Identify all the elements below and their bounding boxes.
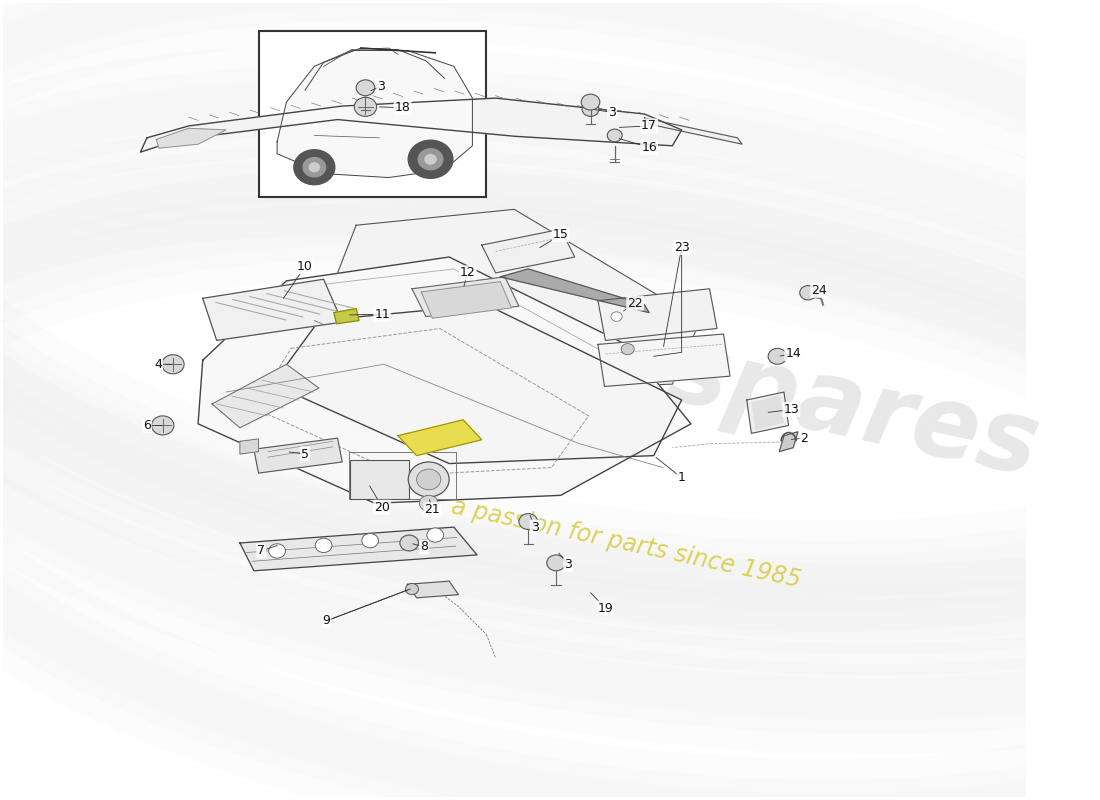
Polygon shape bbox=[240, 439, 258, 454]
Text: 3: 3 bbox=[608, 106, 616, 119]
Circle shape bbox=[304, 158, 326, 177]
Polygon shape bbox=[273, 305, 682, 463]
Text: 24: 24 bbox=[812, 284, 827, 297]
Circle shape bbox=[362, 534, 378, 548]
Text: 19: 19 bbox=[597, 602, 614, 614]
Polygon shape bbox=[598, 334, 730, 386]
Polygon shape bbox=[212, 364, 319, 428]
Polygon shape bbox=[779, 432, 798, 452]
Circle shape bbox=[294, 150, 334, 185]
Text: 11: 11 bbox=[374, 308, 390, 321]
Text: 3: 3 bbox=[377, 80, 385, 93]
Circle shape bbox=[354, 98, 376, 116]
Text: 1: 1 bbox=[678, 471, 685, 484]
Polygon shape bbox=[421, 282, 512, 318]
Bar bbox=[349, 452, 455, 499]
Text: 20: 20 bbox=[374, 501, 390, 514]
Circle shape bbox=[547, 555, 565, 571]
Polygon shape bbox=[277, 50, 472, 178]
Circle shape bbox=[610, 312, 623, 322]
Circle shape bbox=[800, 286, 816, 300]
Text: 23: 23 bbox=[674, 241, 690, 254]
FancyBboxPatch shape bbox=[350, 459, 409, 498]
Circle shape bbox=[408, 140, 453, 178]
Text: 10: 10 bbox=[297, 260, 313, 273]
Polygon shape bbox=[412, 277, 519, 317]
Polygon shape bbox=[141, 98, 682, 152]
Text: 22: 22 bbox=[627, 297, 644, 310]
Text: 15: 15 bbox=[553, 228, 569, 242]
Text: 5: 5 bbox=[301, 447, 309, 461]
Text: 3: 3 bbox=[564, 558, 572, 571]
Circle shape bbox=[427, 528, 443, 542]
Polygon shape bbox=[645, 118, 742, 144]
Text: 3: 3 bbox=[531, 521, 539, 534]
Circle shape bbox=[418, 149, 443, 170]
Polygon shape bbox=[598, 289, 717, 341]
Circle shape bbox=[162, 354, 184, 374]
Circle shape bbox=[519, 514, 538, 530]
Text: 18: 18 bbox=[395, 101, 410, 114]
Circle shape bbox=[400, 535, 418, 551]
Polygon shape bbox=[500, 269, 649, 313]
Polygon shape bbox=[319, 210, 701, 392]
Polygon shape bbox=[333, 309, 359, 324]
Polygon shape bbox=[407, 581, 459, 598]
Text: 7: 7 bbox=[257, 545, 265, 558]
Polygon shape bbox=[254, 438, 342, 473]
Circle shape bbox=[607, 129, 623, 142]
Circle shape bbox=[406, 583, 418, 594]
Circle shape bbox=[316, 538, 332, 553]
Text: 21: 21 bbox=[425, 503, 440, 516]
Polygon shape bbox=[398, 420, 482, 456]
Polygon shape bbox=[202, 279, 342, 341]
Text: eurospares: eurospares bbox=[409, 271, 1047, 498]
Polygon shape bbox=[198, 257, 691, 503]
Text: 2: 2 bbox=[801, 432, 808, 445]
Polygon shape bbox=[747, 392, 789, 434]
Polygon shape bbox=[156, 128, 226, 148]
Circle shape bbox=[425, 154, 436, 164]
Text: 17: 17 bbox=[641, 119, 657, 133]
Circle shape bbox=[268, 544, 286, 558]
Bar bbox=[258, 30, 486, 198]
Circle shape bbox=[152, 416, 174, 435]
Circle shape bbox=[417, 469, 441, 490]
Polygon shape bbox=[240, 527, 477, 571]
Circle shape bbox=[581, 94, 600, 110]
Text: 8: 8 bbox=[420, 541, 428, 554]
Circle shape bbox=[309, 163, 319, 171]
Polygon shape bbox=[482, 229, 574, 273]
Text: 13: 13 bbox=[783, 403, 800, 416]
Circle shape bbox=[582, 102, 598, 116]
Text: 12: 12 bbox=[460, 266, 475, 279]
Circle shape bbox=[356, 80, 375, 96]
Text: 6: 6 bbox=[143, 419, 151, 432]
Circle shape bbox=[621, 343, 635, 354]
Circle shape bbox=[408, 462, 449, 497]
Text: 14: 14 bbox=[785, 347, 801, 361]
Circle shape bbox=[768, 348, 786, 364]
Text: a passion for parts since 1985: a passion for parts since 1985 bbox=[449, 494, 803, 592]
Text: 4: 4 bbox=[154, 358, 162, 370]
Text: 9: 9 bbox=[322, 614, 330, 627]
Polygon shape bbox=[752, 396, 783, 430]
Text: 16: 16 bbox=[641, 141, 657, 154]
Circle shape bbox=[419, 495, 438, 511]
